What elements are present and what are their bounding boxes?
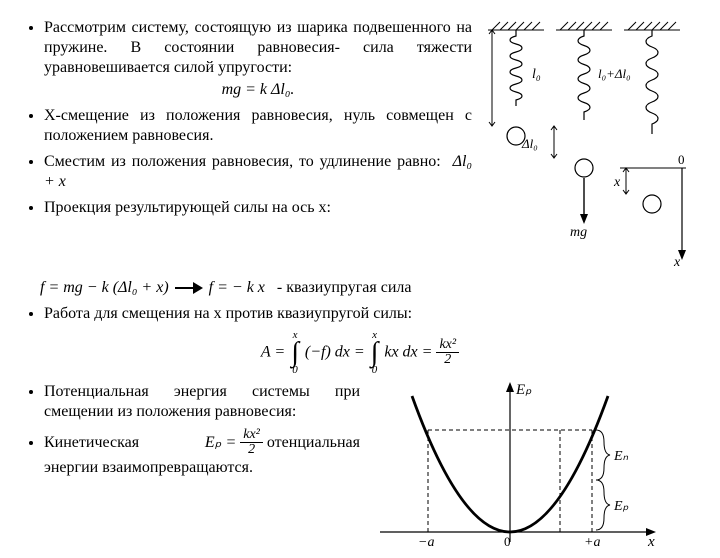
label-origin: 0: [504, 534, 511, 549]
eqA-lhs: A =: [261, 344, 285, 361]
quasi-elastic-label: - квазиупругая сила: [277, 278, 412, 298]
eq-f-left: f = mg − k (Δl₀ + x): [40, 278, 169, 298]
ceiling-3: [624, 22, 680, 30]
label-zero: 0: [678, 152, 685, 167]
bullet-1: Рассмотрим систему, состоящую из шарика …: [44, 18, 472, 100]
work-equation: A = x ∫ 0 (−f) dx = x ∫ 0 kx dx = kx² 2: [22, 330, 698, 376]
spring-figure: l₀ l₀+Δl₀ Δl₀ mg 0: [472, 18, 698, 274]
label-En: Eₙ: [613, 449, 629, 464]
force-equation-line: f = mg − k (Δl₀ + x) f = − k x - квазиуп…: [40, 278, 698, 298]
eqA-mid1: (−f) dx =: [305, 344, 365, 361]
spring-2: [575, 30, 593, 177]
integral-1-icon: x ∫ 0: [291, 330, 299, 376]
eq-f-right: f = − k x: [209, 278, 265, 298]
bullet-5: Работа для смещения на x против квазиупр…: [44, 304, 698, 324]
bullet-2: X-смещение из положения равновесия, нуль…: [44, 106, 472, 146]
arrow-icon: [175, 281, 203, 295]
spring-1: [507, 30, 525, 145]
ceiling-1: [488, 22, 544, 30]
label-l0dl: l₀+Δl₀: [598, 66, 631, 81]
label-Ep2: Eₚ: [613, 499, 629, 514]
integral-2-icon: x ∫ 0: [371, 330, 379, 376]
label-mg: mg: [570, 225, 587, 240]
bullet-4: Проекция результирующей силы на ось x:: [44, 198, 472, 218]
bullet-6: Потенциальная энергия системы при смещен…: [44, 382, 360, 422]
bullet-1-text: Рассмотрим систему, состоящую из шарика …: [44, 19, 472, 76]
label-l0: l₀: [532, 67, 541, 82]
label-xaxis: x: [673, 255, 681, 268]
eqA-frac: kx² 2: [436, 338, 459, 368]
ep-inline: Eₚ = kx² 2: [205, 428, 263, 458]
bullet-7: Кинетическая Eₚ = kx² 2 отенциальная эне…: [44, 428, 360, 478]
equation-mg-kdl: mg = k Δl₀.: [44, 80, 472, 100]
bullet-3-text: Сместим из положения равновесия, то удли…: [44, 153, 441, 170]
bullet-7a: Кинетическая: [44, 434, 139, 451]
label-x: x: [613, 175, 621, 190]
ceiling-2: [556, 22, 612, 30]
label-dl0: Δl₀: [521, 136, 538, 151]
spring-3: [643, 30, 661, 213]
label-minus-a: −a: [418, 535, 434, 550]
eqA-mid2: kx dx =: [384, 344, 432, 361]
parabola-figure: Eₚ x 0 −a +a Eₙ Eₚ: [360, 382, 698, 558]
bullet-3: Сместим из положения равновесия, то удли…: [44, 152, 472, 192]
label-x-axis: x: [647, 534, 655, 550]
label-plus-a: +a: [584, 535, 600, 550]
label-Ep-axis: Eₚ: [515, 382, 532, 398]
